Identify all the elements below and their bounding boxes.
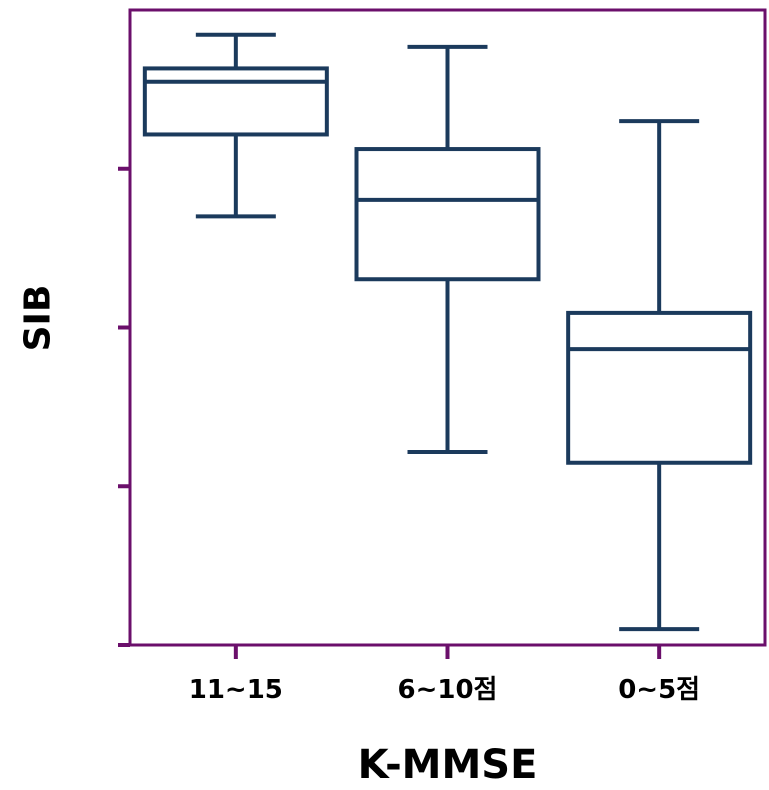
x-tick-labels: 11~15 6~10점 0~5점 [189,675,700,705]
x-tick-label: 11~15 [189,675,283,705]
iqr-box [566,310,753,465]
x-axis-label: K-MMSE [357,742,538,788]
x-tick-label: 0~5점 [618,675,700,705]
iqr-box [142,66,329,137]
box-2 [354,44,541,454]
box-series [142,32,753,632]
x-axis-ticks [233,645,662,659]
iqr-box [354,147,541,282]
y-axis-label: SIB [17,284,59,352]
box-1 [142,32,329,219]
x-tick-label: 6~10점 [398,675,498,705]
box-3 [566,119,753,632]
y-axis-ticks [118,166,130,647]
